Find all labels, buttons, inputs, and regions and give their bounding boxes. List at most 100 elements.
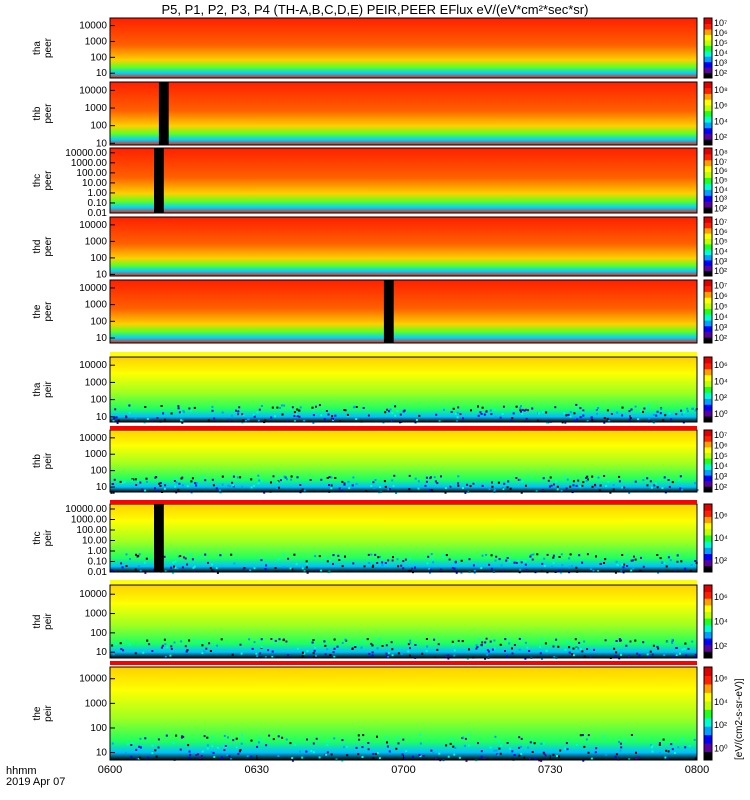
spectrogram-pixel bbox=[592, 569, 595, 572]
spectrogram-pixel bbox=[564, 648, 567, 651]
spectrogram-pixel bbox=[311, 406, 314, 409]
spectrogram-pixel bbox=[315, 737, 318, 740]
colorbar-segment bbox=[704, 553, 712, 561]
spectrogram-pixel bbox=[652, 644, 655, 647]
y-axis-label: peir bbox=[43, 380, 54, 397]
spectrogram-pixel bbox=[506, 742, 509, 744]
spectrogram-pixel bbox=[330, 484, 333, 487]
y-tick-label: 100 bbox=[90, 723, 107, 734]
spectrogram-pixel bbox=[156, 417, 159, 419]
spectrogram-pixel bbox=[691, 407, 694, 410]
spectrogram-pixel bbox=[512, 412, 515, 415]
spectrogram-pixel bbox=[301, 756, 304, 759]
spectrogram-pixel bbox=[696, 489, 699, 492]
spectrogram-pixel bbox=[182, 556, 185, 559]
spectrogram-pixel bbox=[385, 644, 388, 647]
spectrogram-pixel bbox=[160, 646, 163, 649]
spectrogram-pixel bbox=[312, 421, 315, 424]
spectrogram-pixel bbox=[539, 555, 542, 558]
spectrogram-pixel bbox=[341, 565, 344, 568]
spectrogram-pixel bbox=[630, 559, 633, 562]
spectrogram-pixel bbox=[489, 746, 492, 749]
spectrogram-pixel bbox=[456, 411, 459, 414]
spectrogram-pixel bbox=[227, 484, 230, 487]
spectrogram-pixel bbox=[271, 650, 274, 653]
spectrogram-pixel bbox=[344, 638, 347, 641]
spectrogram-pixel bbox=[520, 405, 522, 408]
spectrogram-pixel bbox=[580, 486, 583, 489]
colorbar-segment bbox=[704, 416, 712, 423]
spectrogram-pixel bbox=[523, 756, 526, 759]
spectrogram-pixel bbox=[502, 405, 505, 408]
spectrogram-pixel bbox=[454, 747, 457, 749]
spectrogram-pixel bbox=[318, 555, 321, 558]
spectrogram-pixel bbox=[175, 481, 178, 484]
spectrogram-pixel bbox=[170, 648, 173, 650]
spectrogram-pixel bbox=[282, 553, 285, 556]
spectrogram-pixel bbox=[484, 657, 487, 660]
y-tick-label: 1000 bbox=[85, 377, 108, 388]
spectrogram-pixel bbox=[315, 569, 318, 572]
spectrogram-pixel bbox=[318, 404, 321, 407]
spectrogram-pixel bbox=[381, 564, 384, 567]
spectrogram-pixel bbox=[468, 558, 471, 561]
colorbar-tick-label: 10⁴ bbox=[714, 185, 728, 195]
spectrogram-pixel bbox=[271, 655, 274, 658]
spectrogram-pixel bbox=[255, 652, 258, 655]
colorbar-tick-label: 10⁴ bbox=[714, 312, 728, 322]
spectrogram-pixel bbox=[569, 411, 572, 414]
spectrogram-pixel bbox=[123, 480, 126, 483]
spectrogram-pixel bbox=[163, 487, 166, 490]
spectrogram-pixel bbox=[575, 743, 578, 746]
spectrogram-pixel bbox=[612, 484, 615, 487]
spectrogram-pixel bbox=[683, 647, 686, 650]
spectrogram-pixel bbox=[188, 750, 191, 753]
spectrogram-pixel bbox=[447, 654, 450, 657]
spectrogram-pixel bbox=[253, 484, 256, 487]
spectrogram-pixel bbox=[361, 756, 364, 758]
spectrogram-pixel bbox=[582, 409, 585, 412]
spectrogram-pixel bbox=[228, 419, 231, 422]
y-tick-label: 10000.00 bbox=[65, 504, 107, 515]
spectrogram-pixel bbox=[548, 485, 551, 488]
spectrogram-pixel bbox=[585, 479, 588, 482]
spectrogram-fill bbox=[110, 18, 697, 78]
spectrogram-pixel bbox=[437, 643, 440, 646]
colorbar-segment bbox=[704, 280, 712, 287]
colorbar-segment bbox=[704, 404, 712, 411]
spectrogram-pixel bbox=[427, 555, 430, 558]
spectrogram-pixel bbox=[389, 488, 391, 491]
colorbar-segment bbox=[704, 675, 712, 685]
spectrogram-pixel bbox=[480, 750, 483, 753]
spectrogram-pixel bbox=[326, 648, 329, 651]
y-tick-label: 10.00 bbox=[82, 536, 107, 547]
y-tick-label: 100 bbox=[90, 466, 107, 477]
colorbar-frame bbox=[703, 666, 713, 761]
spectrogram-pixel bbox=[480, 644, 483, 647]
colorbar-tick-label: 10² bbox=[714, 641, 727, 651]
spectrogram-pixel bbox=[621, 406, 624, 409]
spectrogram-pixel bbox=[686, 410, 689, 413]
spectrogram-pixel bbox=[582, 481, 585, 484]
colorbar-unit-text: [eV/(cm2-s-sr-eV)] bbox=[734, 678, 745, 760]
spectrogram-pixel bbox=[656, 410, 659, 413]
spectrogram-pixel bbox=[408, 488, 411, 491]
spectrogram-pixel bbox=[186, 563, 189, 566]
y-tick-label: 10000 bbox=[79, 220, 107, 231]
spectrogram-pixel bbox=[616, 564, 619, 566]
spectrogram-pixel bbox=[615, 651, 618, 654]
spectrogram-pixel bbox=[483, 413, 486, 416]
spectrogram-pixel bbox=[649, 650, 652, 653]
spectrogram-pixel bbox=[614, 655, 617, 658]
spectrogram-pixel bbox=[595, 407, 597, 410]
spectrogram-pixel bbox=[181, 476, 184, 479]
spectrogram-pixel bbox=[412, 755, 414, 758]
spectrogram-pixel bbox=[454, 561, 457, 564]
spectrogram-pixel bbox=[524, 560, 527, 563]
spectrogram-pixel bbox=[218, 489, 221, 492]
spectrogram-pixel bbox=[121, 566, 124, 569]
spectrogram-pixel bbox=[685, 654, 688, 657]
spectrogram-pixel bbox=[290, 475, 293, 478]
